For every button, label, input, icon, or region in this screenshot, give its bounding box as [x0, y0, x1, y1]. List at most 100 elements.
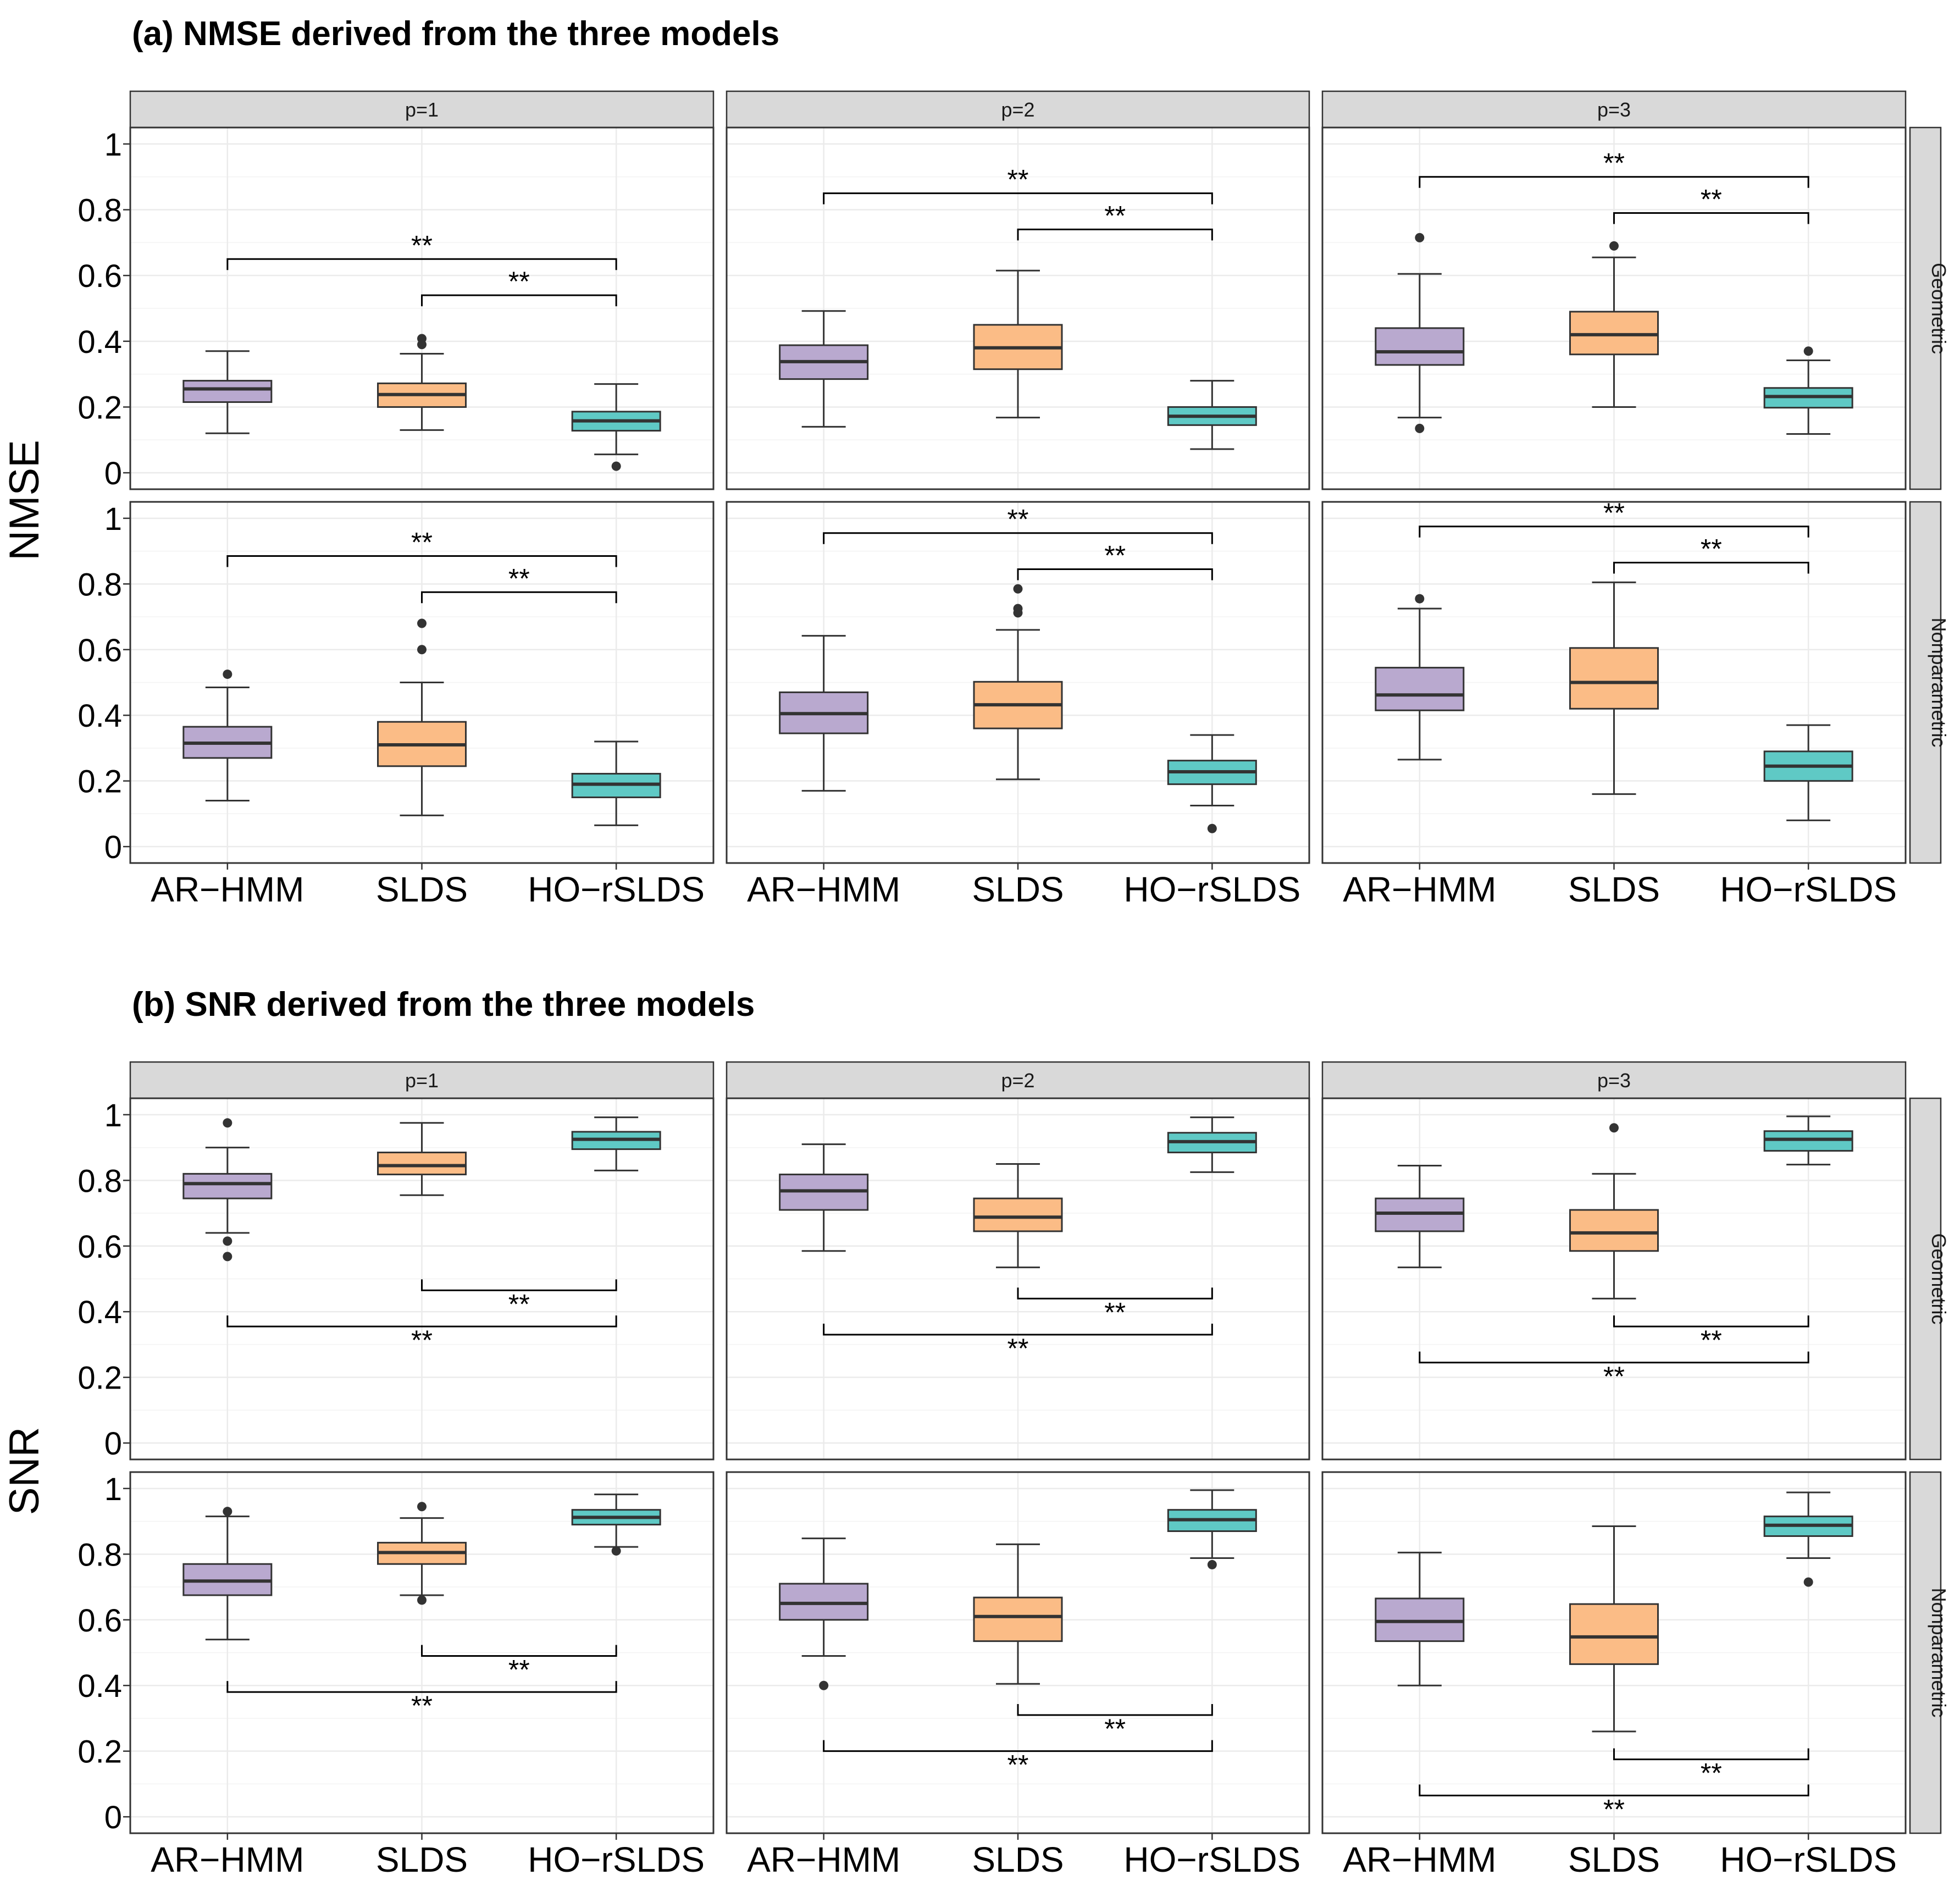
box-ar-hmm: [779, 635, 869, 792]
facet-strip-col: [726, 1061, 1310, 1099]
box-ho-rslds: [1763, 1115, 1853, 1166]
box-ho-rslds: [1167, 1116, 1257, 1173]
significance-label: **: [411, 1690, 433, 1721]
box-ar-hmm: [182, 1507, 273, 1641]
y-tick-label: 0.8: [77, 567, 122, 602]
facet-strip-col: [1321, 90, 1907, 129]
x-tick-label: AR−HMM: [1343, 1840, 1496, 1879]
panel-border: [129, 501, 715, 864]
facet-strip-label: p=2: [1001, 98, 1034, 121]
outlier-point: [1415, 233, 1425, 242]
significance-bracket: [226, 1315, 617, 1328]
outlier-point: [1609, 241, 1619, 251]
facet-panel: ****: [726, 126, 1310, 490]
box-slds: [1569, 241, 1659, 408]
box-iqr: [1375, 327, 1465, 366]
facet-strip-label: p=3: [1597, 98, 1631, 121]
x-tick-label: AR−HMM: [747, 870, 900, 909]
y-tick-label: 0.8: [77, 1163, 122, 1199]
panel-border: [726, 126, 1310, 490]
significance-label: **: [1007, 1333, 1029, 1364]
outlier-point: [1207, 1559, 1217, 1569]
y-tick-label: 1: [104, 127, 122, 163]
x-tick-label: SLDS: [972, 1840, 1064, 1879]
significance-label: **: [411, 1325, 433, 1356]
x-tick-label: AR−HMM: [151, 870, 304, 909]
y-tick-label: 0.8: [77, 193, 122, 229]
significance-bracket: [1613, 212, 1809, 224]
facet-panel: ****: [1321, 497, 1907, 864]
box-ar-hmm: [779, 1143, 869, 1252]
facet-panel: ****: [129, 1471, 715, 1834]
significance-bracket: [1419, 176, 1809, 188]
significance-bracket: [1017, 1287, 1213, 1299]
box-ho-rslds: [1763, 346, 1853, 435]
figure-panel-b: (b) SNR derived from the three models SNR…: [1, 986, 1950, 1879]
facet-strip-label: p=1: [405, 1069, 439, 1092]
box-iqr: [1569, 647, 1659, 710]
box-ar-hmm: [182, 350, 273, 434]
facet-strip-label: Nonparametric: [1928, 1588, 1950, 1717]
significance-label: **: [1701, 1325, 1722, 1356]
facet-panel: ** **: [726, 1097, 1310, 1461]
y-tick-label: 0.2: [77, 1734, 122, 1770]
panel-border: [726, 1471, 1310, 1834]
box-slds: [1569, 581, 1659, 795]
box-ho-rslds: [1167, 380, 1257, 450]
x-tick-label: AR−HMM: [151, 1840, 304, 1879]
outlier-point: [223, 1118, 232, 1128]
y-tick-label: 0.2: [77, 390, 122, 425]
significance-label: **: [1104, 1297, 1126, 1328]
box-ho-rslds: [571, 740, 661, 826]
facet-strip-label: p=2: [1001, 1069, 1034, 1092]
x-tick-label: AR−HMM: [1343, 870, 1496, 909]
outlier-point: [1415, 594, 1425, 604]
box-ho-rslds: [571, 1494, 661, 1556]
significance-bracket: [823, 1740, 1213, 1752]
significance-bracket: [1017, 228, 1213, 241]
facet-strip-label: p=3: [1597, 1069, 1631, 1092]
box-slds: [377, 334, 467, 431]
x-tick-label: SLDS: [1568, 870, 1660, 909]
x-tick-label: HO−rSLDS: [1720, 870, 1897, 909]
significance-label: **: [1007, 164, 1029, 195]
outlier-point: [417, 645, 427, 655]
panel-border: [129, 1471, 715, 1834]
outlier-point: [223, 1236, 232, 1246]
y-tick-label: 0.8: [77, 1537, 122, 1573]
x-tick-label: SLDS: [376, 870, 468, 909]
outlier-point: [417, 334, 427, 344]
facet-panel: ****: [1321, 1471, 1907, 1834]
x-tick-label: HO−rSLDS: [528, 1840, 705, 1879]
x-tick-label: HO−rSLDS: [1123, 870, 1300, 909]
box-iqr: [377, 1152, 467, 1176]
y-tick-label: 0: [104, 1426, 122, 1462]
x-tick-label: SLDS: [376, 1840, 468, 1879]
x-tick-label: SLDS: [972, 870, 1064, 909]
box-ho-rslds: [571, 383, 661, 471]
panel-border: [1321, 1471, 1907, 1834]
box-iqr: [182, 1172, 273, 1199]
box-ho-rslds: [1167, 1489, 1257, 1569]
significance-bracket: [226, 258, 617, 270]
outlier-point: [819, 1680, 829, 1690]
significance-label: **: [1104, 1713, 1126, 1744]
outlier-point: [611, 1546, 621, 1556]
box-iqr: [973, 1596, 1063, 1642]
facet-panel: ****: [726, 1471, 1310, 1834]
box-slds: [973, 584, 1063, 781]
y-tick-label: 0.6: [77, 1229, 122, 1265]
panel-border: [1321, 1097, 1907, 1461]
facet-panel: ****: [726, 501, 1310, 864]
figure-title: (b) SNR derived from the three models: [132, 986, 755, 1024]
y-axis-label: SNR: [1, 1427, 48, 1515]
outlier-point: [417, 618, 427, 628]
facet-strip-row: [1909, 1471, 1942, 1834]
significance-bracket: [1419, 1784, 1809, 1796]
significance-bracket: [421, 1645, 617, 1657]
outlier-point: [1207, 823, 1217, 833]
significance-bracket: [823, 192, 1213, 204]
significance-bracket: [226, 555, 617, 567]
box-iqr: [1375, 667, 1465, 711]
